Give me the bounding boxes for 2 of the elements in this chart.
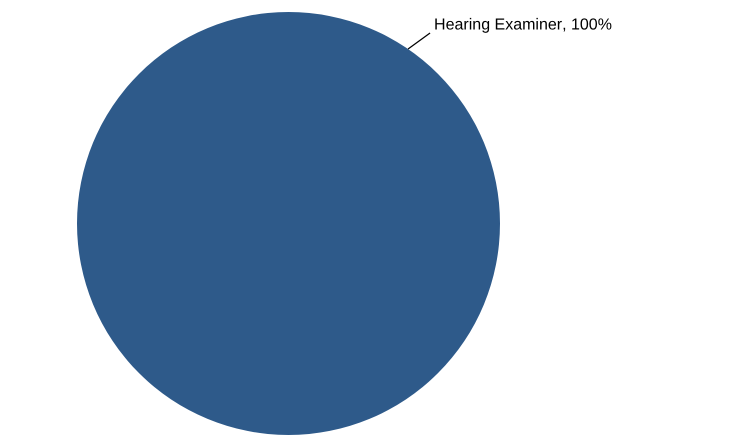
data-label: , 100% (562, 16, 612, 34)
slice-label: Hearing Examiner (434, 16, 563, 34)
